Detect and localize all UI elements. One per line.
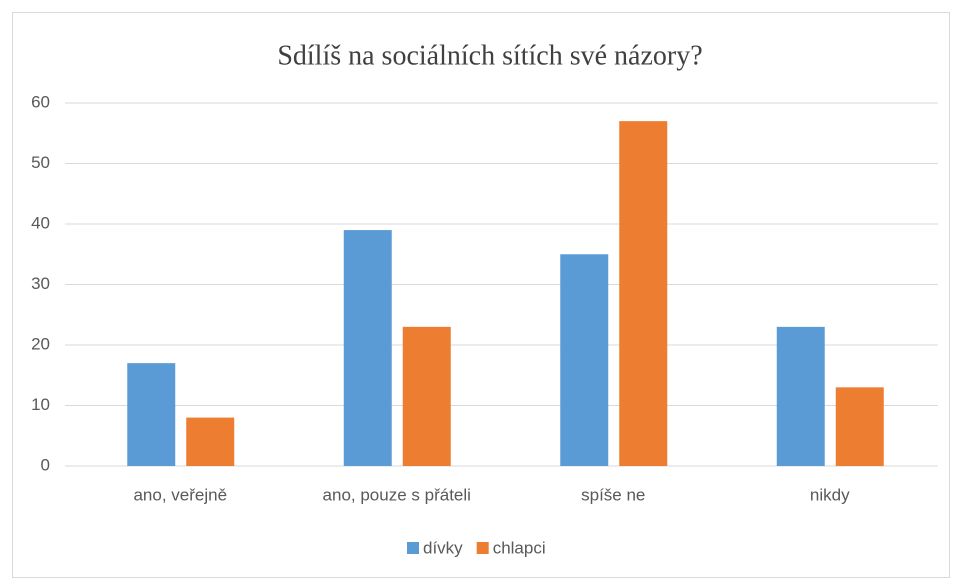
bar [835,387,884,466]
x-tick-label: ano, pouze s přáteli [323,485,471,504]
y-tick-label: 0 [41,455,50,474]
x-tick-label: nikdy [810,485,850,504]
x-tick-label: spíše ne [581,485,645,504]
bar [619,121,668,467]
bar [186,417,235,466]
bar [560,254,609,466]
y-tick-label: 30 [31,274,50,293]
chart-title: Sdílíš na sociálních sítích své názory? [277,40,702,71]
y-tick-label: 10 [31,395,50,414]
bar [402,326,451,466]
y-tick-label: 60 [31,92,50,111]
y-tick-label: 20 [31,334,50,353]
legend-label: dívky [423,538,463,557]
y-tick-label: 40 [31,213,50,232]
chart-border [12,12,950,578]
y-tick-label: 50 [31,153,50,172]
legend-swatch [476,542,489,554]
legend-label: chlapci [493,538,546,557]
bar [343,230,392,466]
bar [776,326,825,466]
bar [127,363,176,466]
x-tick-label: ano, veřejně [133,485,227,504]
legend-swatch [407,542,419,554]
